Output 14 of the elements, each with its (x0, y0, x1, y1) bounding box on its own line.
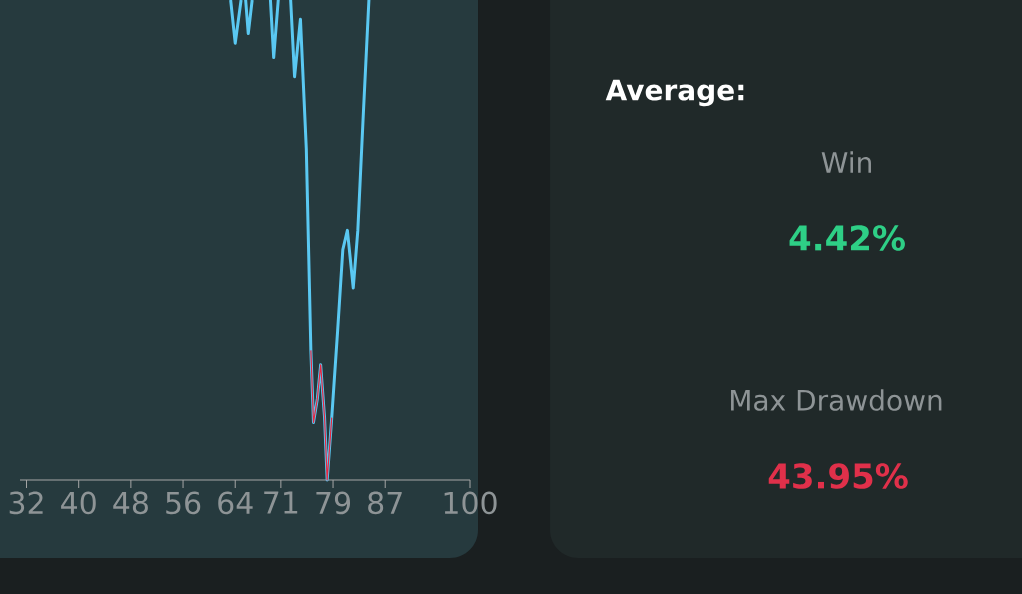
text: Max Drawdown (731, 389, 942, 411)
x-tick-label: 71 (264, 491, 298, 514)
text: Win (821, 151, 871, 173)
x-tick-label: 48 (113, 491, 148, 515)
x-tick-label: 40 (61, 491, 96, 515)
text: 4.42% (789, 225, 905, 251)
x-tick-label: 64 (218, 491, 253, 515)
x-tick-label: 79 (316, 491, 351, 515)
x-tick-label: 87 (368, 491, 402, 515)
text: 43.95% (768, 463, 908, 489)
text: Average: (605, 79, 744, 107)
x-tick-label: 32 (9, 491, 43, 515)
x-tick-label: 100 (444, 491, 497, 515)
x-tick-label: 56 (166, 491, 201, 515)
